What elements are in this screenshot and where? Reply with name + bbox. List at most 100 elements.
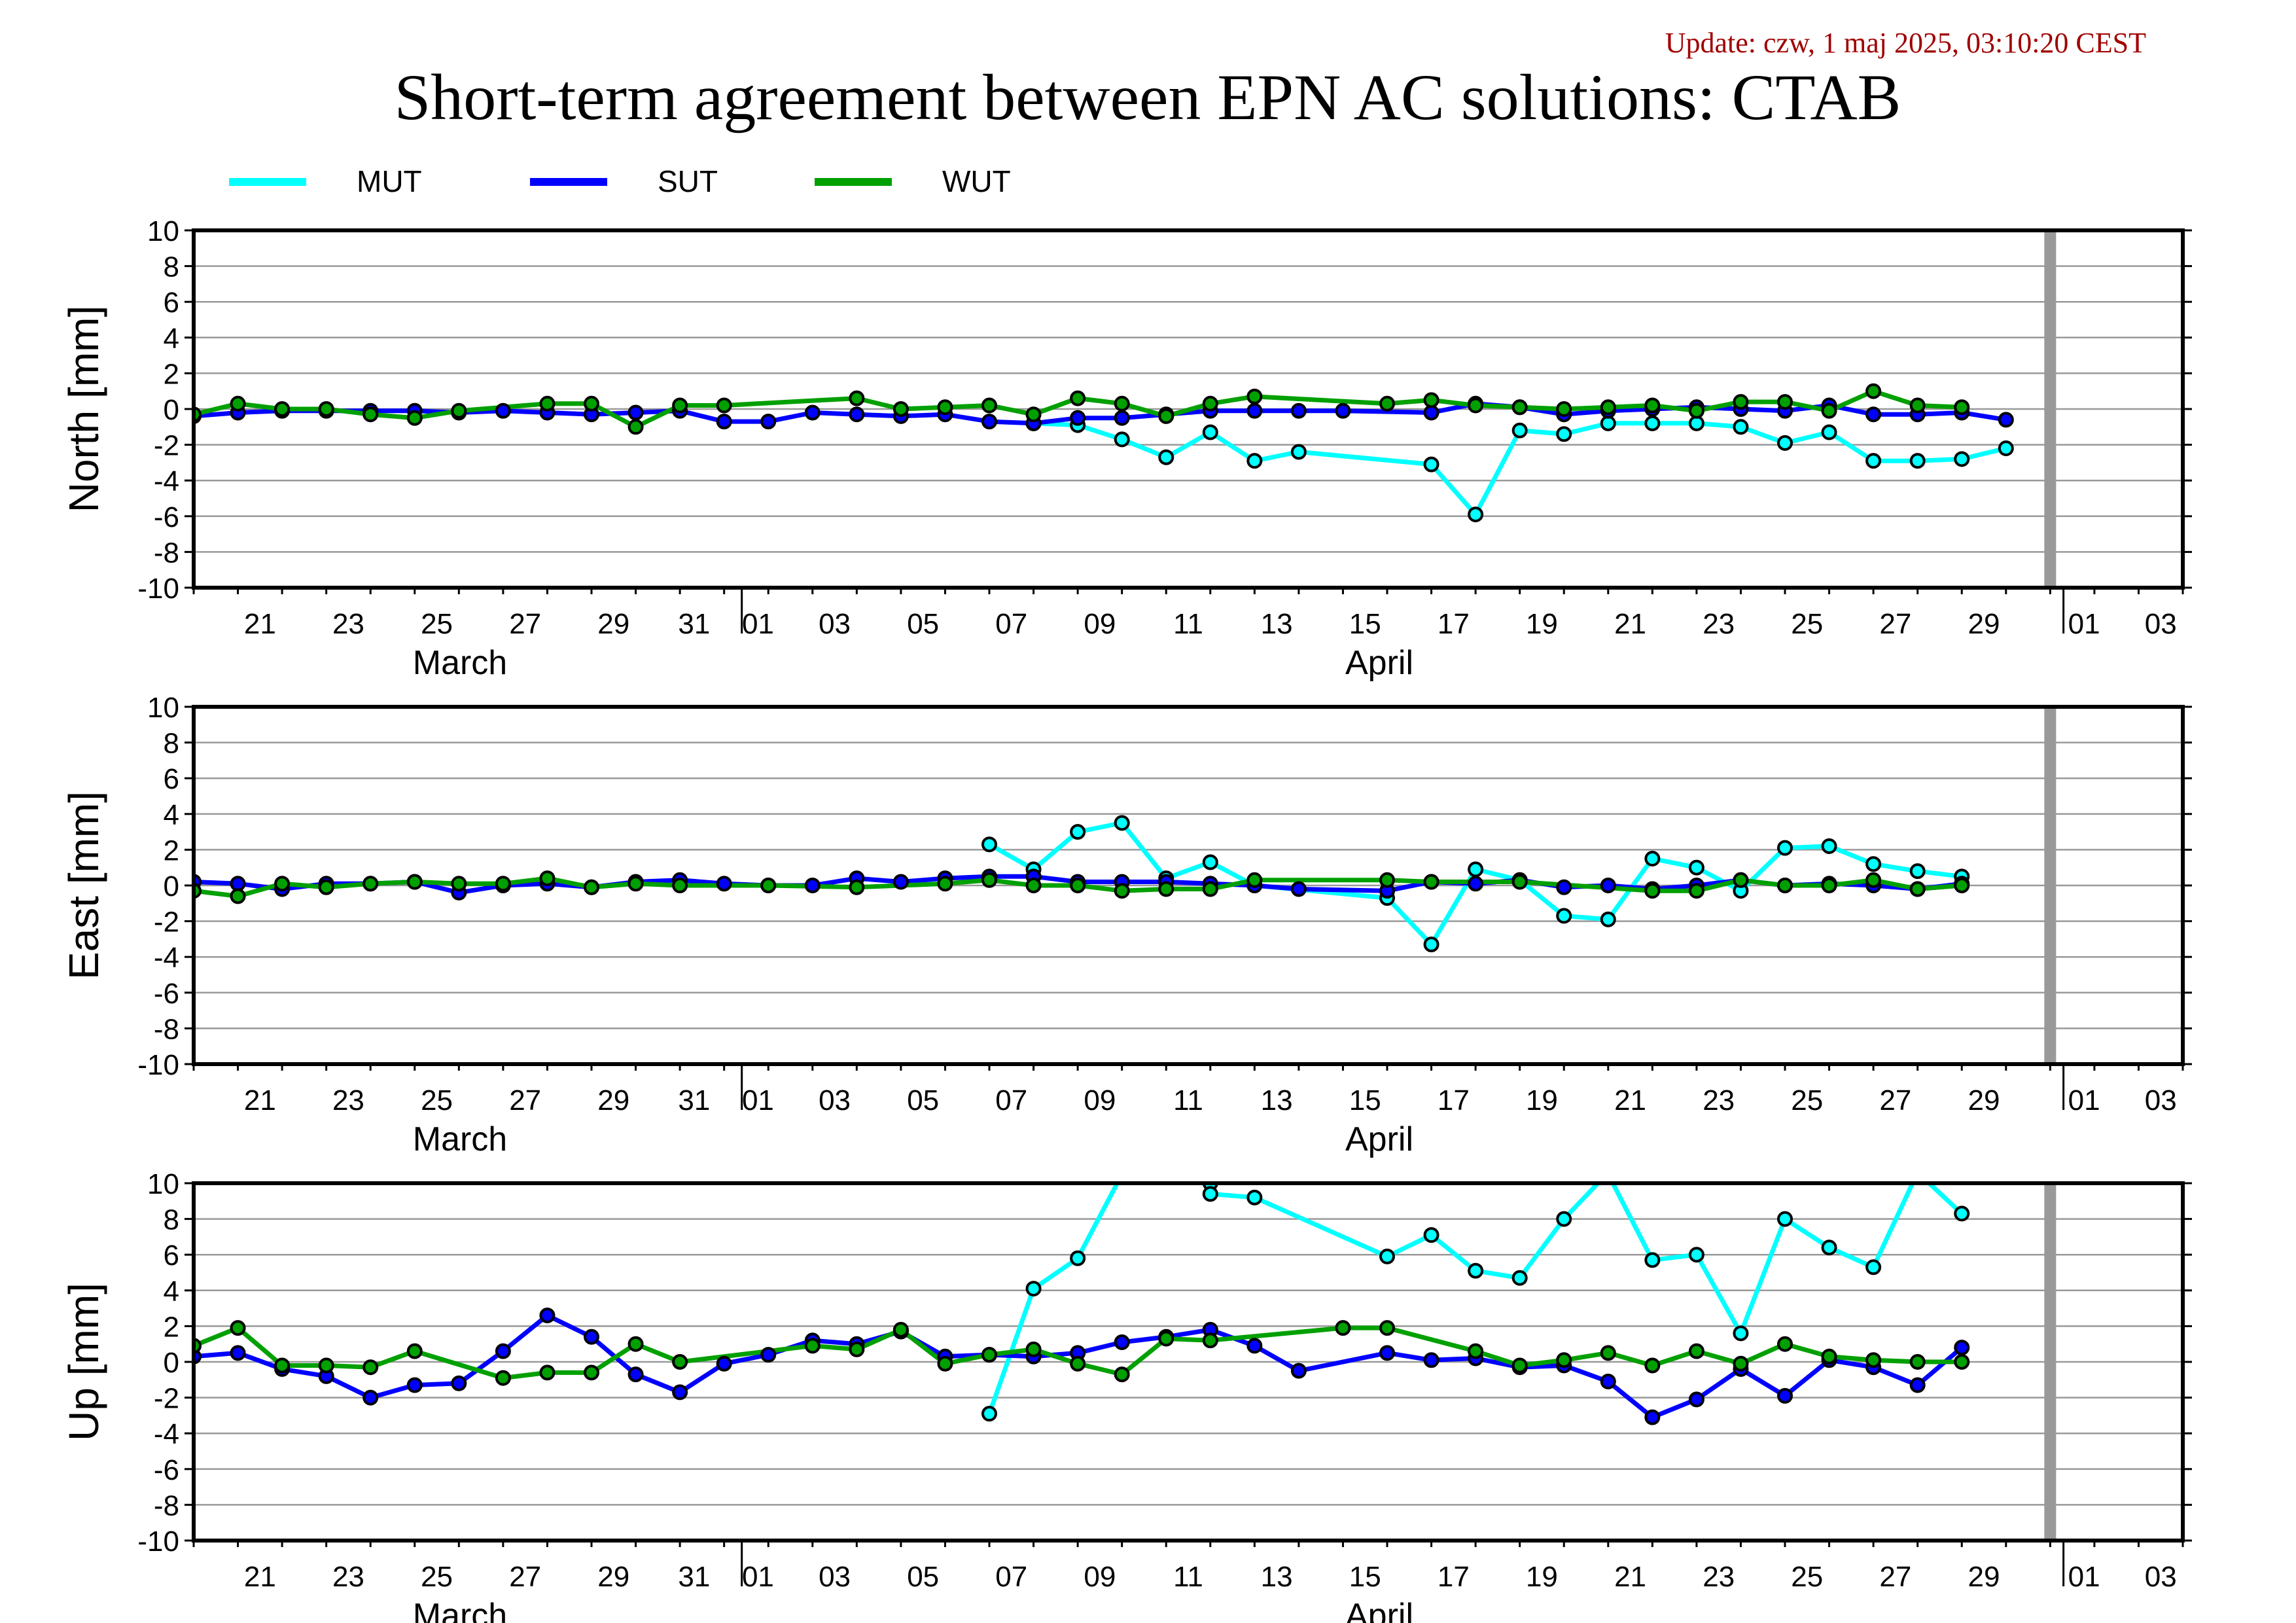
y-tick-label: -2 xyxy=(154,430,179,462)
data-point-sut xyxy=(1114,410,1130,426)
data-point-wut xyxy=(1379,395,1395,412)
x-tick-label: 05 xyxy=(907,1084,939,1116)
panel-3: 10 8 642 0 -2-4 -6-8-10 Up [mm] 21 23 25 27 29 31 01 0… xyxy=(60,1168,2192,1623)
data-point-wut xyxy=(1202,881,1218,897)
x-tick-label: 27 xyxy=(509,1561,541,1593)
data-point-sut xyxy=(230,1345,246,1361)
data-point-wut xyxy=(1600,399,1616,416)
x-tick-label: 23 xyxy=(1703,608,1735,640)
data-point-sut xyxy=(1688,1391,1704,1408)
y-tick-label: 10 xyxy=(147,1168,179,1200)
chart-title: Short-term agreement between EPN AC solu… xyxy=(395,61,1901,134)
data-point-sut xyxy=(1423,404,1439,421)
data-point-wut xyxy=(1423,874,1439,890)
panel-1: 10 8 6 42 0 -2-4 -6 -8 -10 North [mm] 21 23 25 27 29 31… xyxy=(60,215,2192,682)
data-point-wut xyxy=(406,410,423,426)
x-tick-label: 09 xyxy=(1084,1561,1116,1593)
x-tick-label: 29 xyxy=(1968,608,2000,640)
x-tick-label: 01 xyxy=(2068,1084,2100,1116)
x-tick-label: 29 xyxy=(597,1084,629,1116)
data-point-wut xyxy=(804,1338,821,1354)
data-point-wut xyxy=(406,874,423,890)
data-point-wut xyxy=(230,1320,246,1336)
data-point-wut xyxy=(1511,399,1528,416)
data-point-mut xyxy=(1777,435,1793,451)
x-tick-label: 27 xyxy=(509,608,541,640)
y-tick-label: 2 xyxy=(164,1311,179,1343)
y-tick-label: 8 xyxy=(164,1204,179,1236)
x-tick-label: 17 xyxy=(1438,1084,1470,1116)
data-point-wut xyxy=(362,406,379,423)
data-point-mut xyxy=(1290,444,1307,460)
y-tick-label: 10 xyxy=(147,692,179,724)
y-tick-label: 4 xyxy=(164,1275,179,1308)
data-point-wut xyxy=(1644,883,1661,899)
x-tick-label: 27 xyxy=(1879,1561,1911,1593)
data-point-wut xyxy=(362,1359,379,1376)
x-tick-label: 23 xyxy=(1703,1084,1735,1116)
x-tick-label: 03 xyxy=(819,608,851,640)
data-point-wut xyxy=(230,395,246,412)
x-tick-label: 01 xyxy=(2068,608,2100,640)
data-point-wut xyxy=(362,876,379,892)
month-label-march: March xyxy=(413,1120,507,1158)
y-tick-label: 10 xyxy=(147,215,179,247)
data-point-mut xyxy=(1202,1186,1218,1202)
x-tick-label: 09 xyxy=(1084,608,1116,640)
data-point-wut xyxy=(318,401,334,417)
data-point-wut xyxy=(1070,878,1086,893)
y-axis-label: Up [mm] xyxy=(60,1283,107,1441)
y-tick-label: -10 xyxy=(137,1049,179,1081)
x-tick-label: 07 xyxy=(995,1561,1027,1593)
x-tick-label: 31 xyxy=(678,1561,710,1593)
x-tick-label: 03 xyxy=(2145,608,2177,640)
plot-frame xyxy=(192,1181,2185,1543)
data-point-wut xyxy=(892,1321,909,1338)
plot-frame xyxy=(192,705,2185,1066)
x-tick-label: 27 xyxy=(509,1084,541,1116)
x-tick-label: 07 xyxy=(995,1084,1027,1116)
x-tick-label: 27 xyxy=(1879,1084,1911,1116)
panel-2: 10 86 42 0 -2 -4 -6-8 -10 East [mm] 21 23 25 27 29 31 0… xyxy=(60,692,2192,1158)
series-wut xyxy=(194,876,1962,899)
data-point-wut xyxy=(1954,399,1970,416)
x-tick-label: 07 xyxy=(995,608,1027,640)
data-point-wut xyxy=(672,878,688,893)
x-tick-label: 25 xyxy=(421,1561,453,1593)
x-tick-label: 03 xyxy=(2145,1084,2177,1116)
x-tick-label: 17 xyxy=(1438,608,1470,640)
data-point-wut xyxy=(1423,392,1439,408)
data-point-wut xyxy=(1114,1366,1130,1383)
data-point-sut xyxy=(1335,402,1351,419)
series-markers-wut xyxy=(194,870,1970,904)
data-point-sut xyxy=(804,878,821,893)
data-point-mut xyxy=(1733,419,1749,435)
y-tick-label: 2 xyxy=(164,834,179,866)
y-tick-label: -10 xyxy=(137,1525,179,1558)
data-point-wut xyxy=(1600,1345,1616,1361)
data-point-wut xyxy=(230,888,246,904)
data-point-wut xyxy=(849,390,865,406)
legend: MUT SUT WUT xyxy=(229,164,1011,198)
data-point-mut xyxy=(1511,422,1528,438)
data-point-mut xyxy=(1423,1227,1439,1243)
x-tick-label: 23 xyxy=(1703,1561,1735,1593)
data-point-sut xyxy=(981,414,997,430)
data-point-mut xyxy=(1644,851,1661,867)
y-tick-label: 6 xyxy=(164,1240,179,1272)
data-point-mut xyxy=(1688,415,1704,431)
data-point-wut xyxy=(1821,402,1837,419)
data-point-wut xyxy=(672,397,688,414)
update-timestamp: Update: czw, 1 maj 2025, 03:10:20 CEST xyxy=(1665,27,2146,59)
data-point-wut xyxy=(274,401,291,417)
data-point-wut xyxy=(1865,872,1882,888)
data-point-wut xyxy=(1556,1352,1572,1368)
month-label-april: April xyxy=(1345,1597,1413,1623)
x-tick-label: 21 xyxy=(244,608,276,640)
data-point-mut xyxy=(1865,856,1882,872)
data-point-wut xyxy=(937,1355,953,1372)
data-point-sut xyxy=(1468,876,1484,892)
data-point-wut xyxy=(937,876,953,892)
